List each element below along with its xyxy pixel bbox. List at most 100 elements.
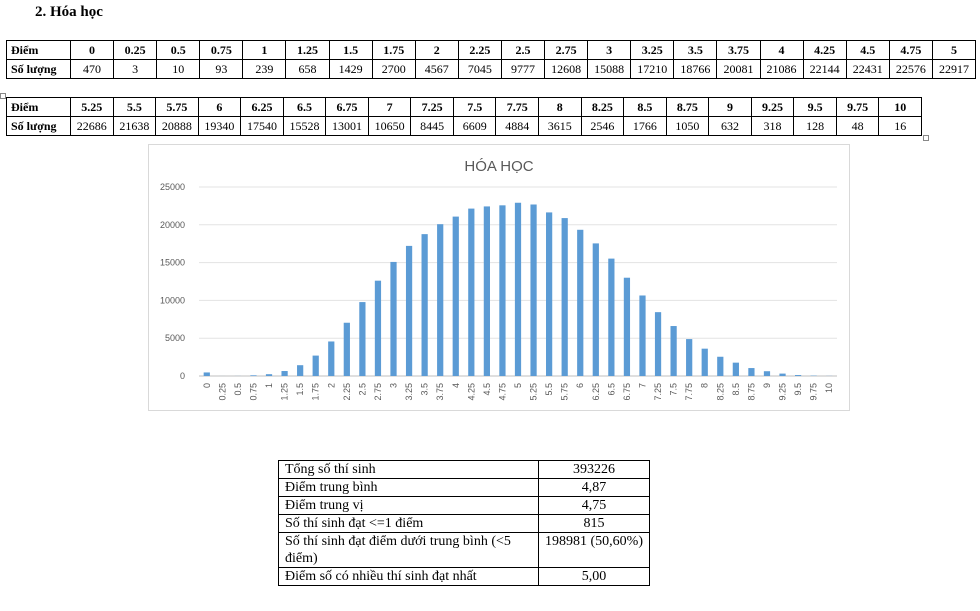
x-tick-label: 9.25 [778,383,788,401]
bar [265,374,273,376]
count-row: Số lượng 470 3 10 93 239 658 1429 2700 4567 7045 9… [6,59,977,79]
x-tick-label: 4.5 [482,383,492,396]
bar [577,229,584,376]
count-cell: 15088 [587,59,632,79]
score-cell: 0.25 [113,40,158,60]
stats-row: Số thí sinh đạt điểm dưới trung bình (<5… [278,532,650,568]
count-cell: 17210 [630,59,675,79]
x-tick-label: 0.25 [217,383,227,401]
score-cell: 2.5 [500,40,546,60]
count-cell: 3615 [538,116,582,136]
x-tick-label: 4 [451,383,461,388]
score-cell: 9.25 [750,97,795,117]
x-tick-label: 2.75 [373,383,383,401]
bar [312,355,319,376]
count-cell: 239 [242,59,287,79]
score-cell: 4.5 [845,40,890,60]
count-cell: 2546 [580,116,625,136]
x-tick-label: 8.5 [731,383,741,396]
stats-label: Số thí sinh đạt điểm dưới trung bình (<5… [278,532,539,568]
score-cell: 1.75 [371,40,416,60]
x-tick-label: 2 [326,383,336,388]
count-cell: 2700 [371,59,416,79]
count-cell: 4567 [414,59,459,79]
bar [779,373,786,376]
score-cell: 0.5 [156,40,201,60]
x-tick-label: 10 [824,383,834,393]
x-tick-label: 9 [762,383,772,388]
stats-row: Số thí sinh đạt <=1 điểm 815 [278,514,650,533]
count-cell: 12608 [544,59,589,79]
x-tick-label: 5.5 [544,383,554,396]
count-cell: 17540 [240,116,284,136]
count-cell: 22686 [70,116,114,136]
count-cell: 15528 [282,116,327,136]
bar [654,312,662,376]
count-cell: 128 [793,116,837,136]
count-cell: 22431 [845,59,890,79]
count-cell: 658 [285,59,330,79]
count-cell: 1766 [623,116,667,136]
y-tick-label: 5000 [165,333,185,343]
score-cell: 8.75 [665,97,710,117]
x-tick-label: 1.25 [280,383,290,401]
bar [405,245,413,376]
score-cell: 10 [878,97,922,117]
x-tick-label: 2.5 [357,383,367,396]
count-cell: 10 [156,59,201,79]
x-tick-label: 6 [575,383,585,388]
x-tick-label: 5.75 [560,383,570,401]
stats-value: 5,00 [538,567,650,586]
bar [623,277,631,376]
bar [390,261,397,376]
score-cell: 6 [197,97,242,117]
score-row: Điểm 0 0.25 0.5 0.75 1 1.25 1.5 1.75 2 2.25 2.5 2.7… [6,40,977,60]
bar [374,280,382,376]
stats-row: Tổng số thí sinh 393226 [278,460,650,479]
score-row: Điểm 5.25 5.5 5.75 6 6.25 6.5 6.75 7 7.25 7.5 7.75… [6,97,922,117]
score-cell: 4.75 [888,40,933,60]
chart-title: HÓA HỌC [464,158,533,175]
count-cell: 6609 [452,116,497,136]
table-resize-handle [923,135,929,141]
x-tick-label: 5 [513,383,523,388]
score-table-2: Điểm 5.25 5.5 5.75 6 6.25 6.5 6.75 7 7.25 7.5 7.75… [6,97,922,136]
score-row-label: Điểm [6,97,71,117]
x-tick-label: 8.75 [746,383,756,401]
score-cell: 1 [242,40,287,60]
bar [670,326,677,376]
section-heading: 2. Hóa học [35,4,103,20]
count-cell: 10650 [367,116,412,136]
x-tick-label: 2.25 [342,383,352,401]
bar [686,339,693,376]
bar [328,341,335,376]
y-tick-label: 20000 [160,220,185,230]
x-tick-label: 7 [637,383,647,388]
bar [250,375,257,376]
summary-stats-table: Tổng số thí sinh 393226 Điểm trung bình 4,8… [278,460,650,586]
stats-value: 4,87 [538,478,650,497]
x-tick-label: 0.75 [248,383,258,401]
score-cell: 3.5 [673,40,718,60]
bar [343,322,350,376]
score-cell: 6.75 [325,97,369,117]
x-tick-label: 3.25 [404,383,414,401]
count-cell: 22144 [802,59,847,79]
count-cell: 20888 [155,116,199,136]
x-tick-label: 1 [264,383,274,388]
stats-label: Số thí sinh đạt <=1 điểm [278,514,539,533]
stats-value: 393226 [538,460,650,479]
bar [717,356,724,376]
score-row-label: Điểm [6,40,71,60]
stats-label: Tổng số thí sinh [278,460,539,479]
stats-label: Điểm trung vị [278,496,539,515]
bar [608,258,615,376]
x-tick-label: 8.25 [715,383,725,401]
score-cell: 5.25 [70,97,114,117]
score-cell: 7.5 [452,97,497,117]
count-row-label: Số lượng [6,59,71,79]
count-cell: 20081 [716,59,761,79]
x-tick-label: 7.25 [653,383,663,401]
score-cell: 4 [759,40,804,60]
bar [421,234,428,376]
